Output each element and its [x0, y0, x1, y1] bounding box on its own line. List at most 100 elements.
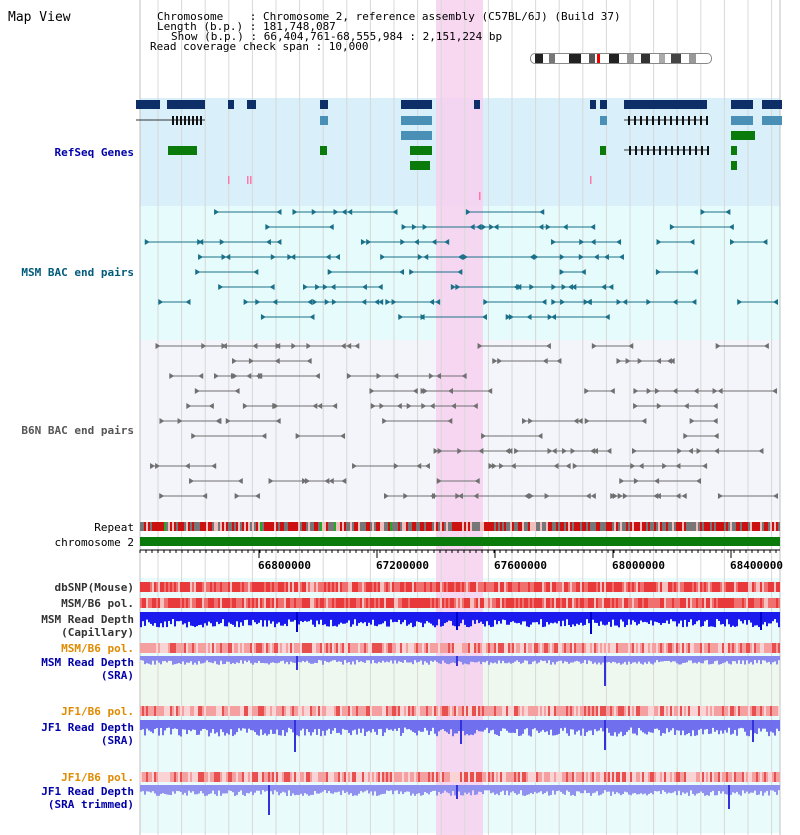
heat-mark: [668, 582, 670, 592]
depth-bar: [520, 612, 522, 625]
heat-mark: [768, 706, 770, 716]
depth-bar: [214, 720, 216, 734]
heat-mark: [354, 582, 356, 592]
depth-bar: [146, 656, 148, 664]
bac-end-arrow: [551, 239, 557, 245]
bac-end-arrow: [579, 239, 585, 245]
heat-mark: [720, 643, 722, 653]
depth-bar: [150, 785, 152, 793]
heat-mark: [144, 598, 146, 608]
msm-read-depth-sra-label[interactable]: MSM Read Depth: [41, 656, 134, 669]
depth-bar: [178, 612, 180, 622]
heat-mark: [436, 706, 438, 716]
heat-mark: [146, 598, 148, 608]
depth-bar: [764, 720, 766, 729]
heat-mark: [448, 772, 450, 782]
depth-bar: [770, 656, 772, 665]
heat-mark: [360, 772, 362, 782]
depth-bar: [466, 785, 468, 795]
msm-b6-pol-track-label[interactable]: MSM/B6 pol.: [61, 597, 134, 610]
selected-region-highlight[interactable]: [436, 0, 483, 835]
heat-mark: [486, 598, 488, 608]
repeat-mark: [482, 522, 484, 531]
heat-mark: [180, 772, 182, 782]
msm-b6-pol-sra-track-label[interactable]: MSM/B6 pol.: [61, 642, 134, 655]
heat-mark: [290, 706, 292, 716]
bac-end-arrow: [261, 433, 267, 439]
heat-mark: [554, 598, 556, 608]
msm-bac-track-label[interactable]: MSM BAC end pairs: [21, 266, 134, 279]
depth-bar: [398, 720, 400, 728]
jf1-read-depth-sra-label[interactable]: JF1 Read Depth: [41, 721, 134, 734]
msm-read-depth-capillary-label[interactable]: MSM Read Depth: [41, 613, 134, 626]
depth-bar: [152, 656, 154, 661]
heat-mark: [202, 582, 204, 592]
heat-mark: [240, 582, 242, 592]
heat-mark: [606, 582, 608, 592]
refseq-track-label[interactable]: RefSeq Genes: [54, 146, 134, 159]
repeat-mark: [590, 522, 592, 531]
heat-mark: [614, 598, 616, 608]
heat-mark: [264, 772, 266, 782]
bac-end-arrow: [646, 388, 652, 394]
heat-mark: [162, 706, 164, 716]
bac-end-arrow: [370, 403, 376, 409]
heat-mark: [492, 772, 494, 782]
heat-mark: [242, 598, 244, 608]
depth-bar: [642, 612, 644, 623]
heat-mark: [378, 598, 380, 608]
bac-end-arrow: [683, 433, 689, 439]
depth-bar: [260, 656, 262, 664]
heat-mark: [658, 598, 660, 608]
heat-mark: [172, 582, 174, 592]
repeat-mark: [442, 522, 444, 531]
depth-bar: [172, 720, 174, 729]
repeat-mark: [530, 522, 532, 531]
depth-bar: [148, 612, 150, 623]
heat-mark: [296, 598, 298, 608]
heat-mark: [306, 706, 308, 716]
chromosome-ideogram[interactable]: [530, 53, 712, 64]
jf1-read-depth-trimmed-label[interactable]: JF1 Read Depth: [41, 785, 134, 798]
depth-bar: [242, 720, 244, 729]
snp-marker: [247, 176, 249, 184]
repeat-track-label[interactable]: Repeat: [94, 521, 134, 534]
heat-mark: [728, 582, 730, 592]
heat-mark: [578, 706, 580, 716]
heat-mark: [208, 582, 210, 592]
bac-end-arrow: [717, 388, 723, 394]
chromosome-track-label[interactable]: chromosome 2: [54, 536, 134, 549]
depth-bar: [452, 656, 454, 663]
heat-mark: [152, 706, 154, 716]
heat-mark: [562, 772, 564, 782]
depth-bar: [218, 720, 220, 737]
heat-mark: [310, 598, 312, 608]
gene-block: [168, 146, 197, 155]
repeat-mark: [256, 522, 258, 531]
jf1-b6-pol-trimmed-track-label[interactable]: JF1/B6 pol.: [61, 771, 134, 784]
repeat-mark: [404, 522, 406, 531]
depth-bar: [726, 656, 728, 662]
heat-mark: [516, 598, 518, 608]
heat-mark: [550, 772, 552, 782]
depth-bar: [368, 720, 370, 731]
heat-mark: [462, 706, 464, 716]
heat-mark: [206, 643, 208, 653]
depth-bar: [680, 612, 682, 621]
depth-bar: [428, 720, 430, 735]
dbsnp-track-label[interactable]: dbSNP(Mouse): [54, 581, 134, 594]
depth-bar: [750, 656, 752, 663]
heat-mark: [592, 706, 594, 716]
heat-mark: [268, 772, 270, 782]
depth-bar: [380, 720, 382, 729]
jf1-b6-pol-track-label[interactable]: JF1/B6 pol.: [61, 705, 134, 718]
depth-bar: [148, 785, 150, 792]
heat-mark: [174, 582, 176, 592]
heat-mark: [722, 706, 724, 716]
bac-end-arrow: [361, 284, 367, 290]
depth-bar: [500, 785, 502, 792]
heat-mark: [674, 582, 676, 592]
heat-mark: [704, 582, 706, 592]
depth-bar: [354, 785, 356, 796]
b6n-bac-track-label[interactable]: B6N BAC end pairs: [21, 424, 134, 437]
